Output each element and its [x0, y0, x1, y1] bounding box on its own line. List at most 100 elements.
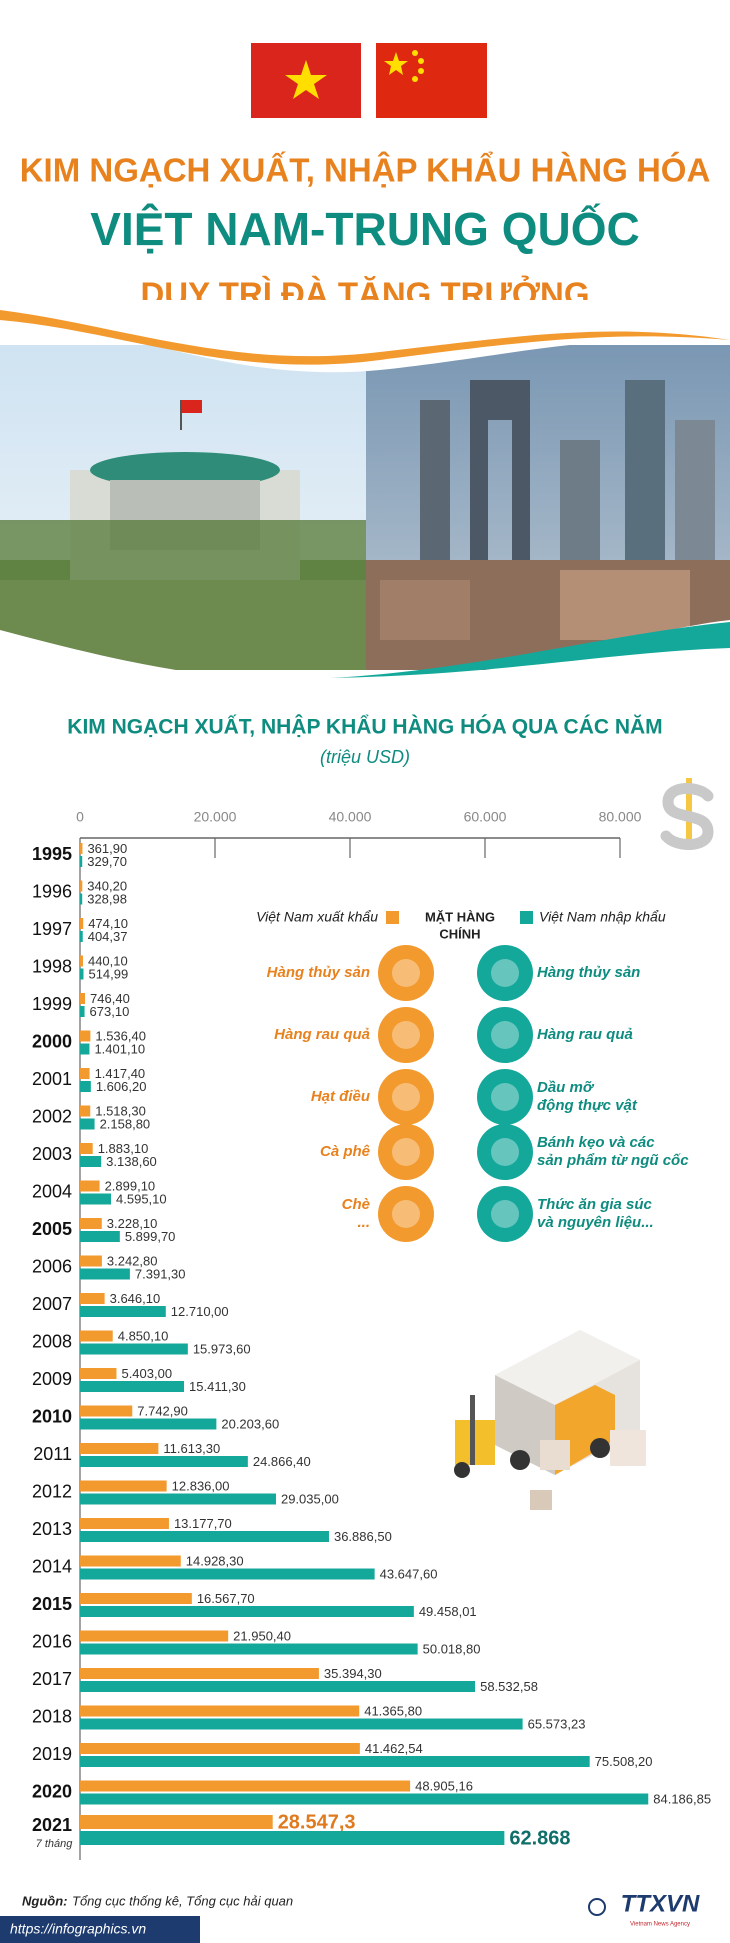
product-icon-detail: [392, 1021, 420, 1049]
bar: [80, 1218, 102, 1229]
value-label: 84.186,85: [653, 1791, 711, 1806]
bar: [80, 931, 83, 942]
category-label: 2004: [32, 1181, 72, 1201]
bar: [80, 1418, 217, 1430]
category-label: 2000: [32, 1031, 72, 1051]
value-label: 41.365,80: [364, 1703, 422, 1718]
product-label: Hạt điều: [311, 1088, 370, 1105]
value-label: 404,37: [88, 929, 128, 944]
value-label: 1.606,20: [96, 1079, 147, 1094]
orange-wave: [0, 310, 730, 365]
category-label: 2001: [32, 1069, 72, 1089]
bar: [80, 856, 83, 867]
product-icon-detail: [392, 1083, 420, 1111]
value-label: 28.547,3: [278, 1811, 356, 1833]
chart-subtitle: (triệu USD): [320, 747, 410, 767]
value-label: 4.595,10: [116, 1191, 167, 1206]
bar: [80, 1156, 102, 1167]
category-label: 2020: [32, 1781, 72, 1801]
value-label: 340,20: [87, 878, 127, 893]
value-label: 48.905,16: [415, 1778, 473, 1793]
product-label: sản phẩm từ ngũ cốc: [537, 1152, 689, 1169]
bar: [80, 1743, 360, 1754]
bar: [80, 993, 86, 1004]
bar: [80, 1705, 360, 1717]
value-label: 14.928,30: [186, 1553, 244, 1568]
category-label: 2015: [32, 1594, 72, 1614]
bar: [80, 1405, 133, 1417]
product-label: Bánh kẹo và các: [537, 1134, 655, 1151]
product-label: Cà phê: [320, 1143, 370, 1160]
value-label: 36.886,50: [334, 1529, 392, 1544]
product-label: Dầu mỡ: [537, 1079, 595, 1096]
dollar-icon: [660, 778, 714, 850]
bar: [80, 1456, 248, 1467]
photo-band: [0, 345, 730, 670]
value-label: 13.177,70: [174, 1516, 232, 1531]
copyright-mark: [588, 1898, 606, 1916]
product-icon: [378, 1124, 434, 1180]
product-icon-detail: [491, 1083, 519, 1111]
category-label: 2008: [32, 1331, 72, 1351]
teal-wave: [330, 622, 730, 678]
value-label: 673,10: [90, 1004, 130, 1019]
value-label: 15.973,60: [193, 1341, 251, 1356]
product-icon: [378, 945, 434, 1001]
bar: [80, 843, 83, 854]
bar: [80, 1756, 590, 1767]
value-label: 4.850,10: [118, 1328, 169, 1343]
products-title: MẶT HÀNG: [425, 909, 495, 924]
value-label: 15.411,30: [189, 1379, 246, 1394]
legend-swatch: [386, 911, 399, 924]
bar: [80, 1480, 167, 1492]
category-note: 7 tháng: [36, 1838, 74, 1850]
value-label: 474,10: [88, 916, 128, 931]
category-label: 2016: [32, 1631, 72, 1651]
category-label: 2003: [32, 1144, 72, 1164]
bar: [80, 968, 84, 980]
product-icon-detail: [491, 959, 519, 987]
bar: [80, 1306, 166, 1317]
value-label: 1.518,30: [95, 1103, 146, 1118]
x-tick-label: 0: [76, 809, 84, 825]
bar: [80, 1681, 476, 1692]
value-label: 11.613,30: [163, 1441, 220, 1456]
product-icon: [378, 1186, 434, 1242]
bar: [80, 1180, 100, 1192]
category-label: 1995: [32, 844, 72, 864]
title-line2: VIỆT NAM-TRUNG QUỐC: [90, 203, 639, 255]
bottom-white-wave: [0, 620, 730, 683]
url[interactable]: https://infographics.vn: [10, 1921, 146, 1937]
value-label: 75.508,20: [595, 1754, 653, 1769]
product-label: và nguyên liệu...: [537, 1214, 654, 1231]
bar: [80, 1043, 90, 1055]
value-label: 1.417,40: [95, 1066, 146, 1081]
bar: [80, 893, 83, 905]
bar: [80, 1068, 90, 1079]
bar: [80, 1081, 91, 1092]
bar: [80, 955, 83, 967]
source-text: Tổng cục thống kê, Tổng cục hải quan: [72, 1893, 293, 1908]
legend-label: Việt Nam nhập khẩu: [539, 909, 666, 925]
value-label: 65.573,23: [528, 1716, 586, 1731]
product-icon: [378, 1007, 434, 1063]
category-label: 2006: [32, 1256, 72, 1276]
bar: [80, 880, 83, 892]
value-label: 7.742,90: [137, 1403, 188, 1418]
category-label: 1998: [32, 956, 72, 976]
bar: [80, 1193, 112, 1205]
logo: TTXVN: [621, 1890, 700, 1917]
product-icon-detail: [491, 1021, 519, 1049]
category-label: 2007: [32, 1294, 72, 1314]
value-label: 361,90: [87, 841, 127, 856]
title-line1: KIM NGẠCH XUẤT, NHẬP KHẨU HÀNG HÓA: [20, 152, 711, 189]
product-icon: [477, 1007, 533, 1063]
category-label: 2010: [32, 1406, 72, 1426]
value-label: 43.647,60: [380, 1566, 438, 1581]
category-label: 2014: [32, 1556, 72, 1576]
bar: [80, 1793, 649, 1805]
value-label: 49.458,01: [419, 1604, 477, 1619]
bar: [80, 1118, 95, 1130]
product-icon: [477, 1069, 533, 1125]
bar: [80, 1815, 273, 1829]
